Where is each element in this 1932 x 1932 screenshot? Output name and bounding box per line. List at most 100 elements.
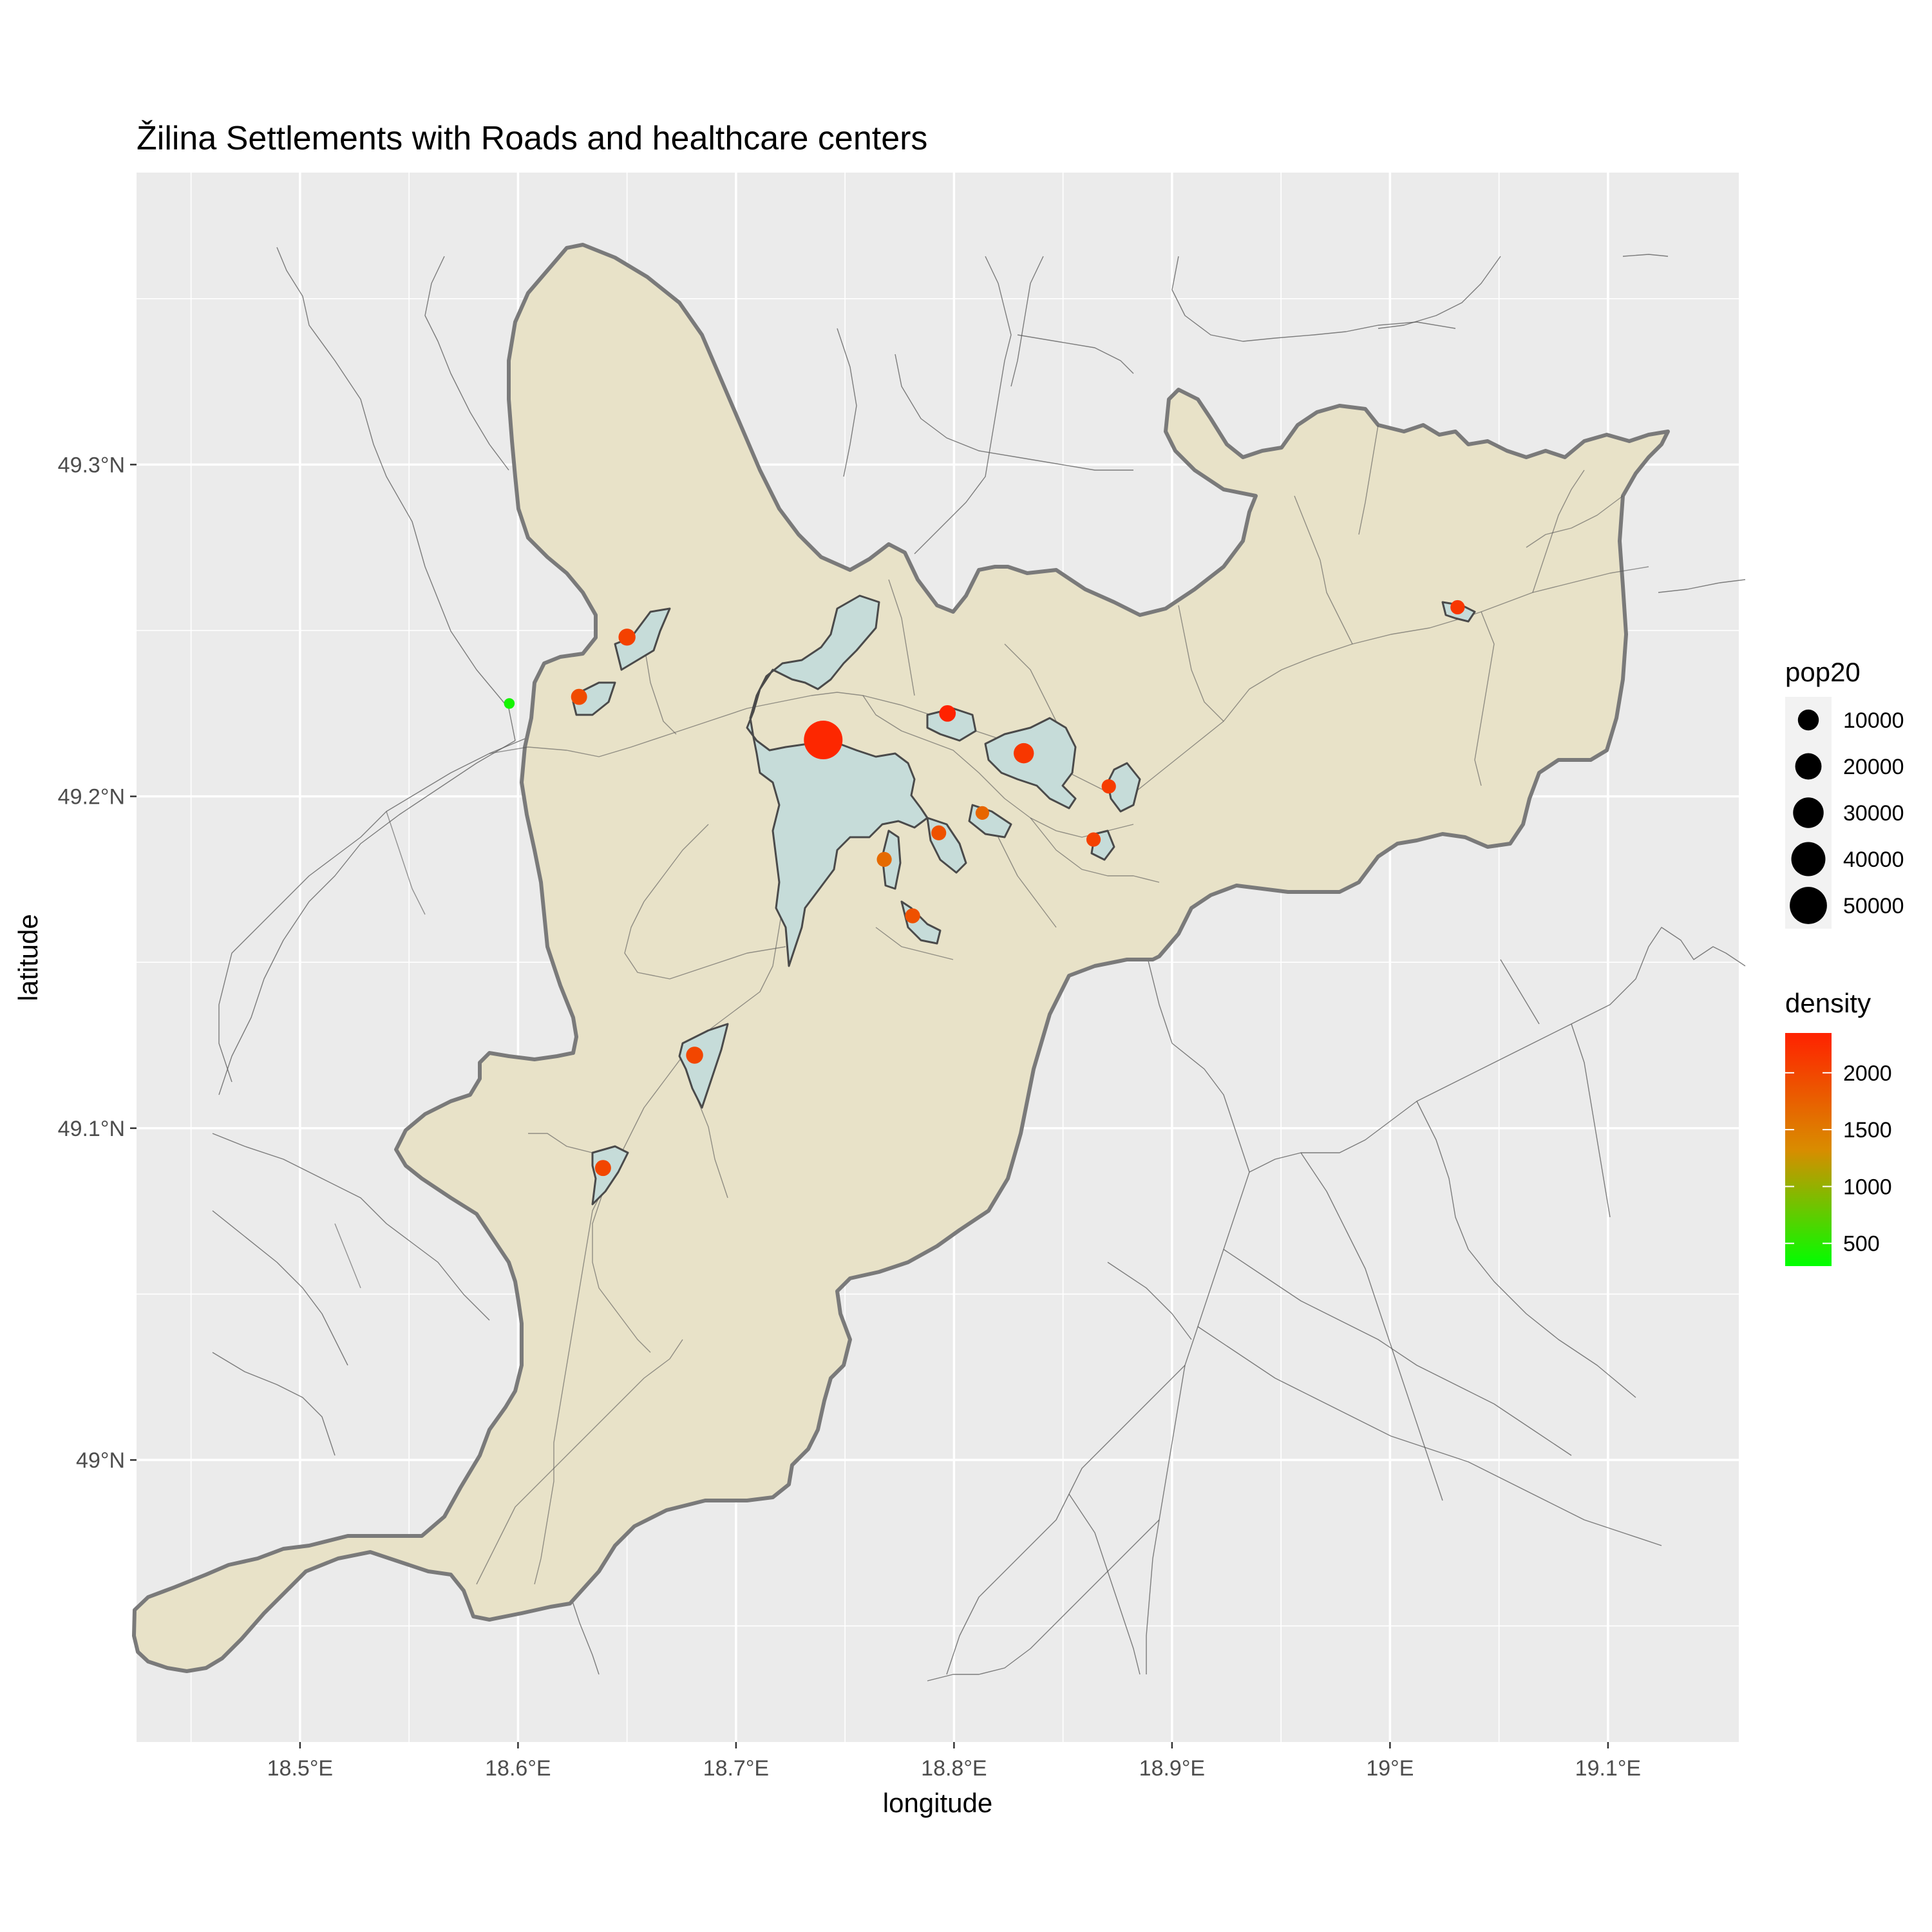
settlement-area [746, 594, 929, 967]
settlement-area [984, 717, 1077, 810]
healthcare-point [1450, 600, 1465, 615]
road-segment [888, 579, 915, 696]
road-segment [334, 1223, 361, 1289]
road-segment [1526, 495, 1624, 548]
healthcare-point [571, 688, 587, 705]
size-legend-key [1793, 797, 1824, 828]
healthcare-point [876, 851, 892, 867]
road-segment [1171, 256, 1456, 342]
road-segment [1126, 566, 1649, 799]
road-segment [1030, 817, 1160, 883]
road-segment [1178, 605, 1224, 722]
density-colorbar-ticks: 500 1000 1500 2000 [1785, 1061, 1892, 1256]
road-segment [895, 354, 1133, 471]
road-segment [624, 824, 786, 980]
road-segment [534, 772, 806, 1585]
road-segment [862, 695, 1134, 838]
size-legend-label: 30000 [1843, 801, 1904, 826]
x-axis: 18.5°E 18.6°E 18.7°E 18.8°E 18.9°E 19°E 19.1°E [267, 1742, 1641, 1781]
road-segment [476, 1339, 683, 1585]
y-axis: 49°N 49.1°N 49.2°N 49.3°N [58, 453, 137, 1473]
road-segment [643, 643, 677, 735]
road-segment [218, 737, 529, 1083]
size-legend-key [1797, 709, 1819, 731]
x-tick-label: 18.8°E [921, 1756, 987, 1781]
x-tick-label: 18.9°E [1139, 1756, 1205, 1781]
x-tick-label: 19°E [1366, 1756, 1414, 1781]
color-legend: density 500 1000 1500 2000 [1785, 988, 1892, 1266]
colorbar-tick-label: 2000 [1843, 1061, 1892, 1086]
road-segment [1197, 1326, 1662, 1546]
road-segment [1249, 927, 1746, 1173]
road-segment [1223, 1249, 1572, 1456]
healthcare-point [975, 806, 989, 820]
plot-panel [132, 173, 1746, 1742]
road-segment [1416, 1101, 1636, 1398]
colorbar-tick-label: 500 [1843, 1232, 1880, 1256]
road-segment [998, 837, 1057, 928]
x-tick-label: 19.1°E [1575, 1756, 1641, 1781]
healthcare-point [594, 1160, 611, 1177]
x-axis-title: longitude [883, 1788, 992, 1818]
road-segment [218, 740, 516, 1095]
y-tick-label: 49°N [76, 1448, 125, 1473]
healthcare-point [618, 629, 636, 646]
color-legend-title: density [1785, 988, 1871, 1018]
road-segment [927, 1519, 1160, 1681]
road-segment [1658, 579, 1746, 593]
size-legend-title: pop20 [1785, 657, 1861, 687]
district-boundary [132, 243, 1670, 1673]
road-segment [914, 256, 1012, 554]
size-legend-label: 20000 [1843, 755, 1904, 779]
road-segment [212, 1133, 490, 1321]
road-segment [1068, 1493, 1141, 1675]
road-segment [875, 927, 954, 960]
x-tick-label: 18.6°E [485, 1756, 551, 1781]
x-tick-label: 18.7°E [703, 1756, 769, 1781]
size-legend-key [1795, 753, 1822, 780]
road-segment [212, 1352, 336, 1456]
road-segment [1010, 256, 1044, 387]
road-segment [1300, 1152, 1443, 1501]
road-segment [1532, 469, 1585, 593]
healthcare-point [1086, 832, 1101, 847]
plot-title: Žilina Settlements with Roads and health… [137, 120, 927, 157]
settlement-area [678, 1023, 729, 1109]
healthcare-point [1014, 743, 1034, 764]
healthcare-point [931, 825, 947, 840]
size-legend: pop20 10000 20000 30000 40000 50000 [1785, 657, 1904, 929]
healthcare-point [804, 721, 843, 760]
density-colorbar [1785, 1033, 1832, 1266]
healthcare-points-layer [504, 600, 1465, 1177]
y-tick-label: 49.2°N [58, 785, 125, 810]
y-tick-label: 49.3°N [58, 453, 125, 477]
healthcare-point [1101, 779, 1116, 794]
y-tick-label: 49.1°N [58, 1117, 125, 1141]
road-segment [1474, 611, 1495, 786]
size-legend-key [1791, 842, 1826, 876]
road-segment [1146, 952, 1250, 1674]
healthcare-point [504, 698, 515, 709]
road-segment [1294, 495, 1353, 645]
road-segment [386, 811, 426, 915]
road-segment [1500, 959, 1540, 1025]
road-segment [566, 1584, 600, 1675]
road-segment [592, 1184, 651, 1353]
size-legend-label: 50000 [1843, 894, 1904, 918]
road-segment [946, 1365, 1186, 1675]
size-legend-label: 10000 [1843, 708, 1904, 733]
colorbar-tick-label: 1000 [1843, 1175, 1892, 1199]
healthcare-point [905, 908, 920, 923]
size-legend-keys: 10000 20000 30000 40000 50000 [1785, 697, 1904, 929]
roads-layer [212, 247, 1746, 1681]
x-tick-label: 18.5°E [267, 1756, 333, 1781]
road-segment [1622, 254, 1669, 257]
road-segment [1107, 1262, 1192, 1340]
settlement-area [926, 707, 977, 742]
road-segment [212, 1210, 348, 1366]
y-axis-title: latitude [13, 914, 43, 1001]
road-segment [1017, 334, 1134, 374]
road-segment [1378, 256, 1501, 329]
road-segment [1571, 1023, 1611, 1218]
